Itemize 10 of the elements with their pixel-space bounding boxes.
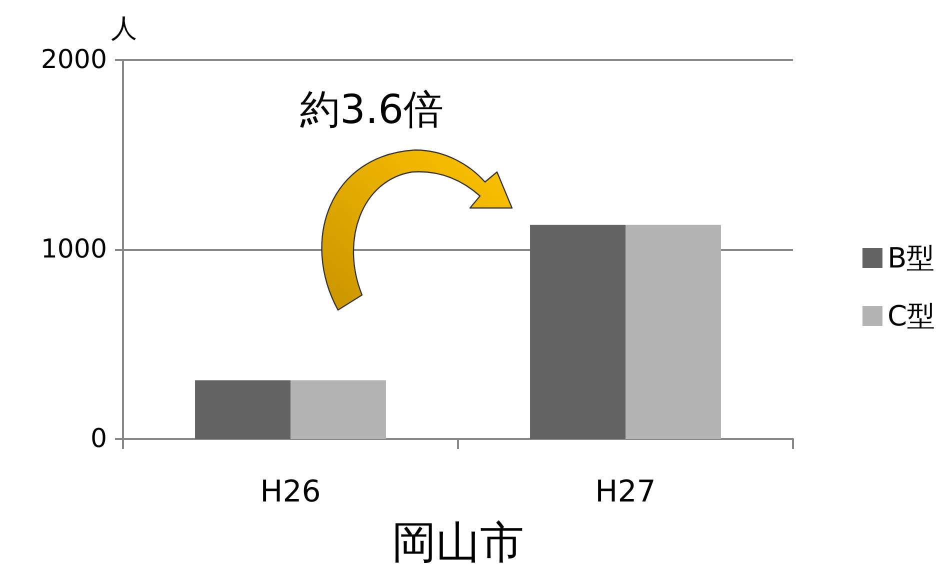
legend-label: B型 — [887, 242, 935, 274]
y-tick-label: 1000 — [40, 234, 107, 264]
y-tick-label: 2000 — [40, 45, 107, 75]
y-tick-label: 0 — [90, 424, 107, 454]
legend-label: C型 — [887, 300, 936, 332]
x-tick-label: H26 — [260, 474, 321, 510]
y-axis-title: 人 — [111, 14, 137, 44]
x-axis-title: 岡山市 — [392, 518, 524, 568]
x-tick-label: H27 — [595, 474, 656, 510]
annotation: 約3.6倍 — [300, 86, 444, 135]
